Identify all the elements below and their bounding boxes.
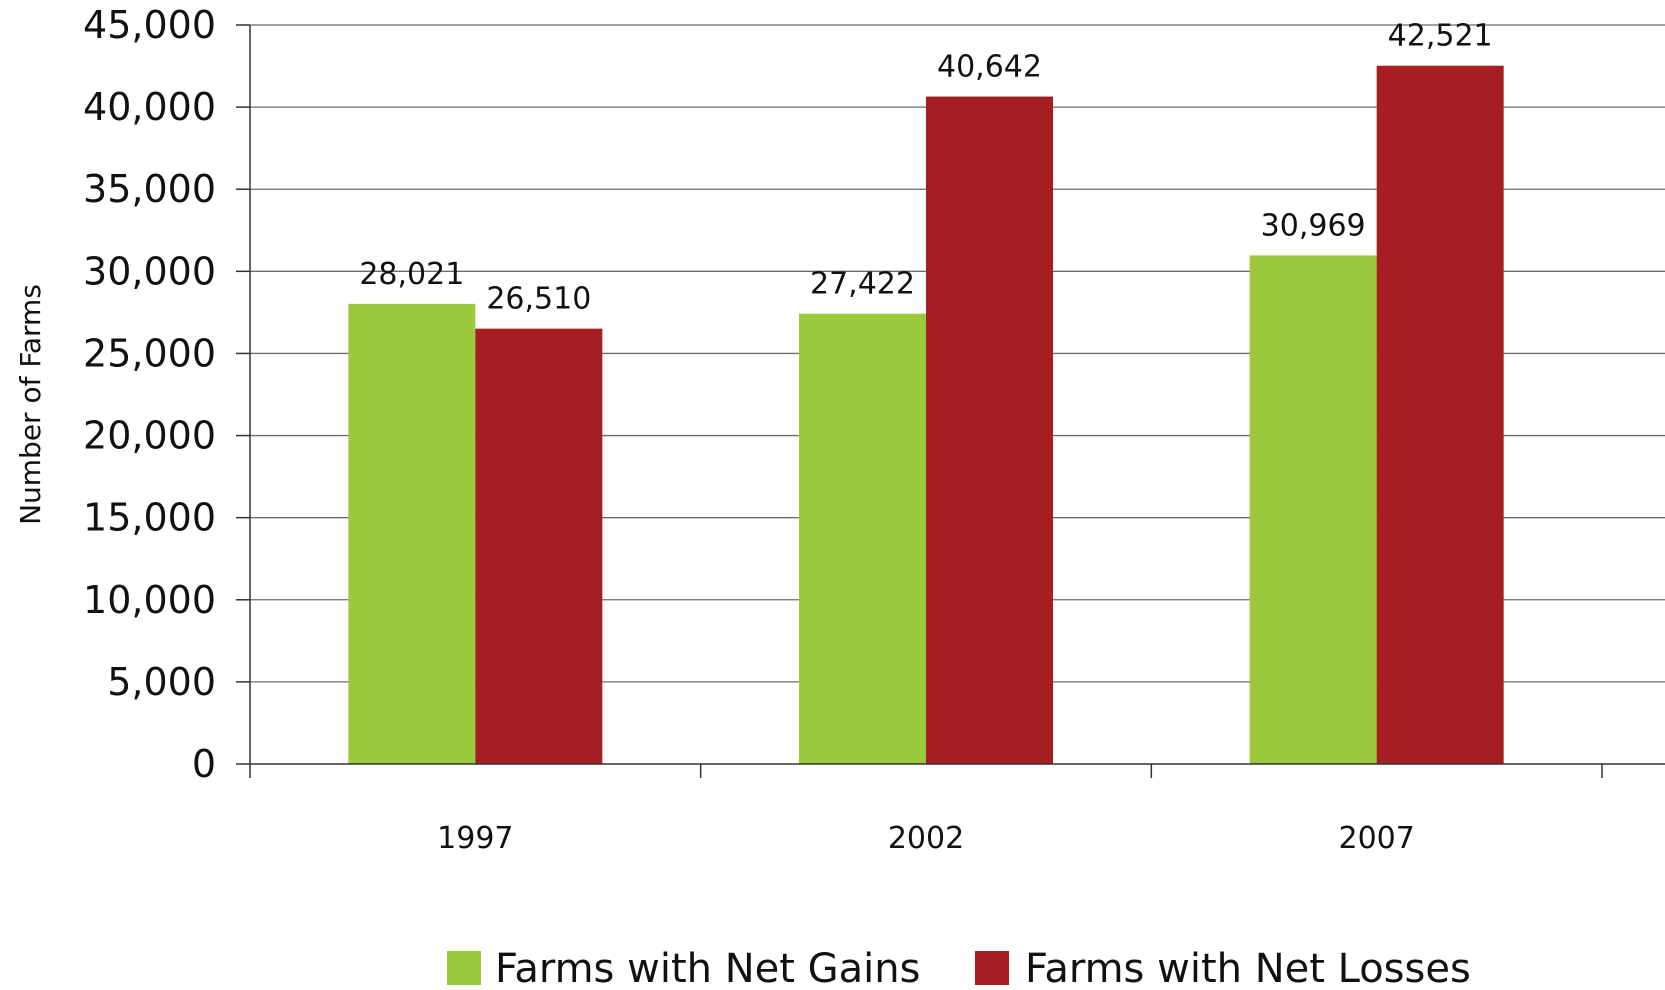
bar (1376, 65, 1504, 764)
bar (926, 96, 1053, 764)
bar (1249, 255, 1377, 764)
y-tick-label: 45,000 (83, 3, 216, 47)
y-tick-label: 40,000 (83, 85, 216, 129)
legend-swatch (447, 951, 481, 985)
y-tick-label: 10,000 (83, 578, 216, 622)
x-tick-label: 2002 (888, 821, 964, 856)
axes (249, 25, 1665, 778)
y-tick-label: 35,000 (83, 167, 216, 211)
bar (799, 313, 926, 764)
x-tick-label: 1997 (437, 821, 513, 856)
legend-label: Farms with Net Gains (495, 946, 920, 990)
y-tick-label: 0 (192, 742, 216, 786)
x-tick-label: 2007 (1338, 821, 1414, 856)
y-tick-label: 25,000 (83, 331, 216, 375)
legend-label: Farms with Net Losses (1025, 946, 1471, 990)
y-tick-label: 15,000 (83, 496, 216, 540)
legend-swatch (975, 951, 1009, 985)
data-label: 42,521 (1388, 19, 1493, 54)
x-tick-labels: 1997 2002 2007 (437, 821, 1415, 856)
y-tick-labels: 0 5,000 10,000 15,000 20,000 25,000 30,000 35,0… (83, 3, 250, 786)
data-label: 28,021 (359, 257, 464, 292)
data-label: 40,642 (937, 50, 1042, 85)
data-label: 27,422 (810, 267, 915, 302)
data-labels: 28,021 26,510 27,422 40,642 30,969 42,521 (359, 19, 1492, 317)
y-tick-label: 5,000 (107, 660, 216, 704)
y-tick-label: 30,000 (83, 249, 216, 293)
y-tick-label: 20,000 (83, 414, 216, 458)
data-label: 26,510 (486, 282, 591, 317)
data-label: 30,969 (1261, 208, 1366, 243)
y-axis-title: Number of Farms (14, 284, 47, 525)
bar (475, 328, 603, 764)
bars (348, 65, 1504, 764)
legend: Farms with Net Gains Farms with Net Losse… (447, 946, 1471, 990)
bar (348, 303, 476, 764)
